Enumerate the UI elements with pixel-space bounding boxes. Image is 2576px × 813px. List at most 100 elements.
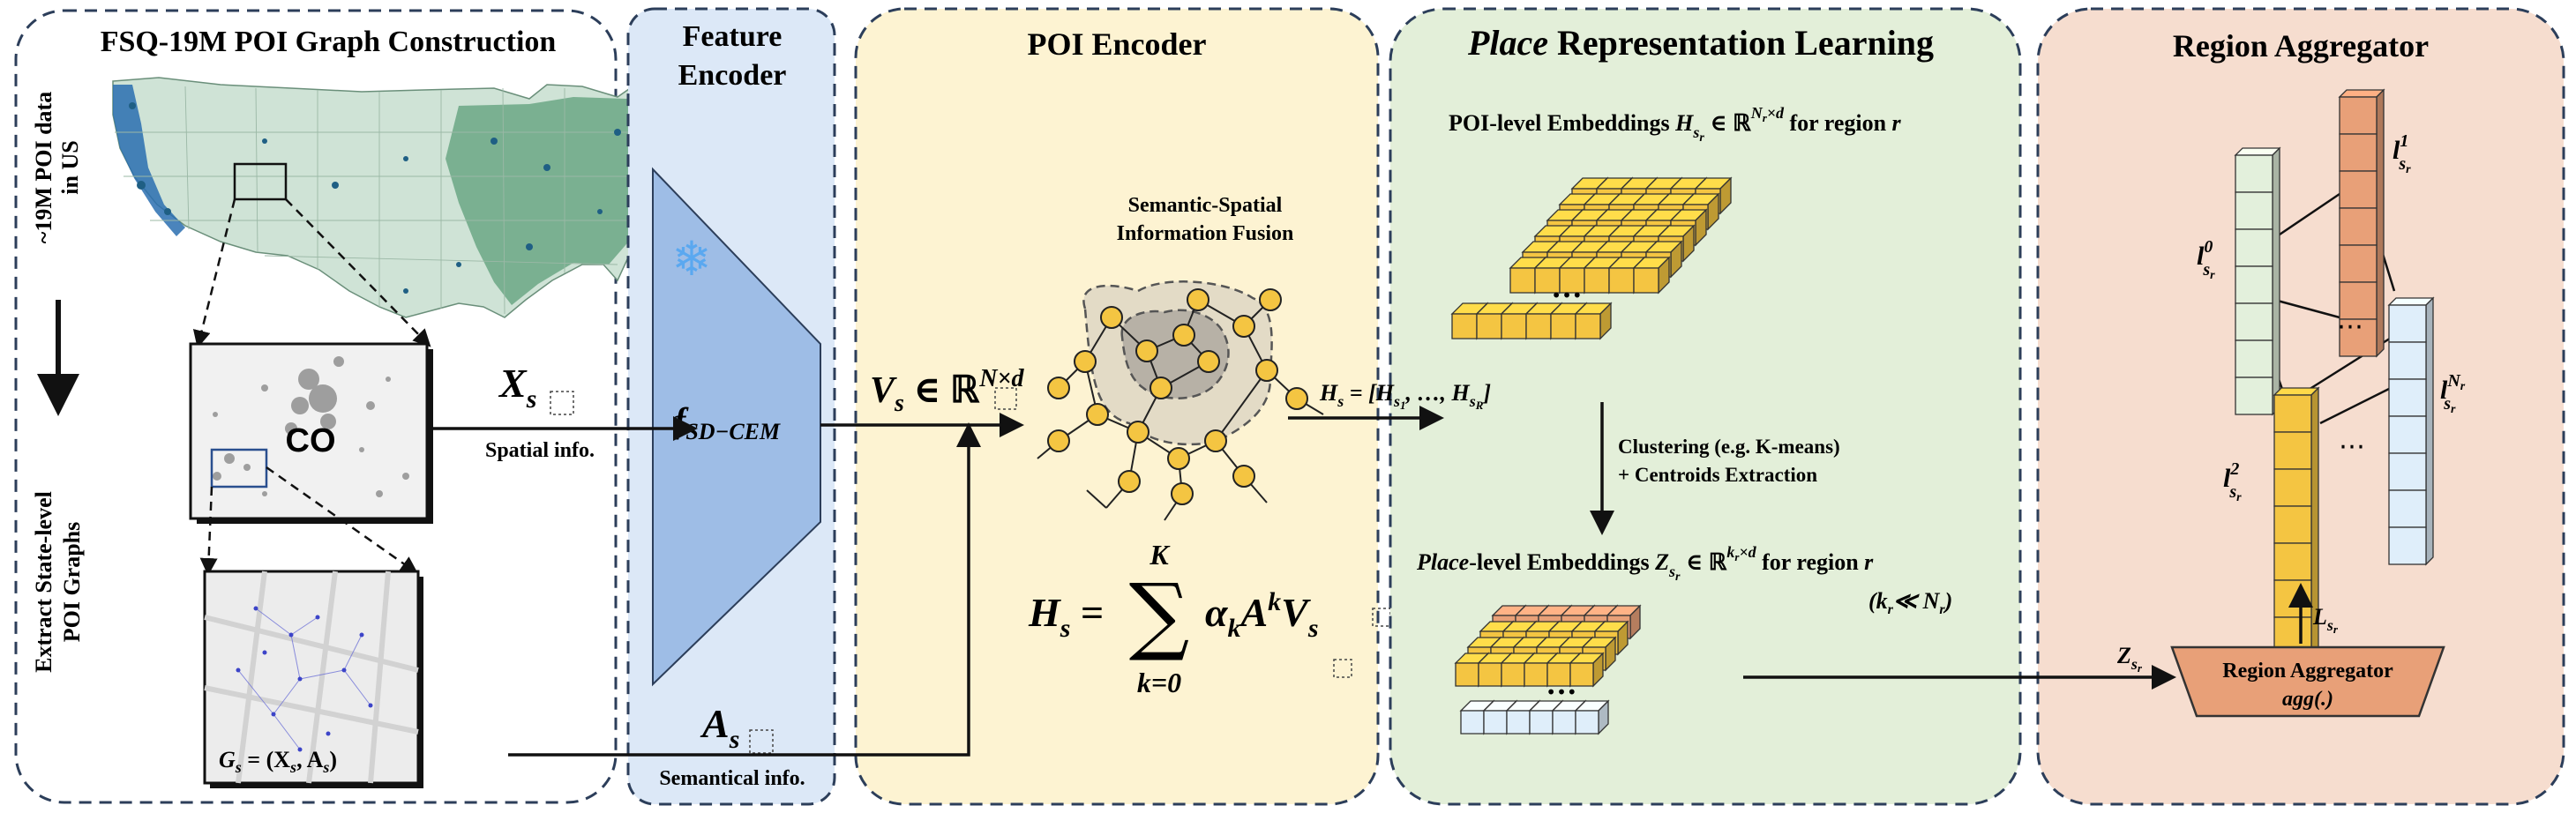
vector-lN-cell-3 [2388, 415, 2427, 454]
poi-stack-dots: ••• [1551, 285, 1582, 306]
vector-l0-cell-5 [2235, 339, 2273, 378]
panel-place-learning: Place Representation Learning POI-level … [1319, 7, 2022, 806]
k-much-less-n: (kr≪ Nr) [1868, 588, 1952, 617]
vector-l0 [2234, 146, 2281, 416]
l-s2-label: l2 sr [2223, 459, 2242, 504]
v-s-placeholder-box [994, 387, 1017, 410]
vector-l1-cell-5 [2339, 281, 2378, 320]
place-layer-3-cube-1-front [1478, 662, 1502, 687]
vector-lN-side [2425, 296, 2434, 566]
place-front-row [1459, 699, 1610, 735]
place-level-embeddings-label: Place-level Embeddings Zsr ∈ ℝkr×d for r… [1416, 543, 1874, 584]
vector-lN-cell-2 [2388, 378, 2427, 417]
feature-encoder-title-line1: Feature [683, 20, 783, 53]
clustering-label-line2: + Centroids Extraction [1618, 464, 1817, 486]
vector-l0-cell-4 [2235, 302, 2273, 341]
vector-l0-cell-2 [2235, 228, 2273, 267]
h-s-placeholder-box-2 [1333, 659, 1352, 678]
vector-l2-cell-4 [2273, 542, 2312, 581]
city-streets [204, 571, 419, 784]
panel-graph-construction: FSQ-19M POI Graph Construction [14, 9, 717, 804]
sum-bottom: k=0 [1137, 667, 1181, 698]
poi-layer-5-cube-0-front [1509, 267, 1536, 294]
poi-front-cube-4-front [1550, 313, 1576, 339]
poi-front-cube-0-front [1451, 313, 1478, 339]
place-front-cube-2-front [1506, 710, 1531, 735]
city-graph-edges [237, 608, 371, 750]
vector-l0-side [2272, 146, 2280, 416]
fusion-graph [1037, 280, 1324, 521]
place-embedding-stack [1454, 604, 1642, 735]
place-layer-3-cube-0-front [1455, 662, 1479, 687]
us-map-west-coast [113, 85, 185, 236]
place-layer-3-cube-5-front [1569, 662, 1594, 687]
vector-l0-cell-6 [2235, 377, 2273, 415]
panel-feature-encoder: Feature Encoder ❄ fSD−CEM [626, 7, 836, 806]
vector-l1-cell-2 [2339, 170, 2378, 209]
xs-placeholder-box [550, 391, 574, 415]
vector-l1 [2338, 88, 2385, 358]
us-map-cities [129, 102, 656, 294]
h-s-lhs: Hs = [1028, 590, 1104, 643]
vector-l1-side [2376, 88, 2385, 358]
vector-lN-cell-5 [2388, 489, 2427, 528]
poi-layer-5-cube-5-front [1633, 267, 1659, 294]
zoom-line-right [285, 198, 431, 347]
place-front-cube-0-front [1460, 710, 1485, 735]
city-poi-graph: Gs = (Xs, As) [203, 570, 423, 788]
region-aggregator-box [2170, 645, 2445, 718]
vertical-label-poi-data-line1: ~19M POI data [31, 92, 56, 243]
region-aggregator-box-line1: Region Aggregator [2222, 660, 2393, 682]
poi-encoder-title: POI Encoder [1028, 26, 1207, 62]
vector-lN-cell-4 [2388, 452, 2427, 491]
semantical-info-caption: Semantical info. [659, 767, 805, 790]
colorado-poi-dots [213, 356, 409, 497]
l-output-label: Lsr [2312, 604, 2339, 636]
xs-label: Xs [498, 361, 536, 414]
place-learning-title: Place Representation Learning [1467, 23, 1934, 63]
vector-l2-cell-5 [2273, 579, 2312, 618]
aggregator-vectors [2234, 88, 2435, 656]
place-front-cube-1-front [1483, 710, 1508, 735]
poi-front-cube-3-front [1525, 313, 1552, 339]
colorado-highlight-box [233, 162, 288, 201]
vector-l0-cell-1 [2235, 191, 2273, 230]
vertical-label-extract-line1: Extract State-level [31, 491, 56, 673]
poi-layer-5 [1509, 256, 1671, 295]
vector-l2-cell-2 [2273, 468, 2312, 507]
place-layer-3-cube-2-front [1501, 662, 1525, 687]
place-front-cube-3-front [1529, 710, 1554, 735]
vector-l2-cell-0 [2273, 394, 2312, 433]
fusion-nodes [1047, 288, 1308, 505]
panel-poi-encoder: POI Encoder Semantic-Spatial Information… [854, 7, 1391, 806]
vector-l1-cell-0 [2339, 96, 2378, 135]
poi-front-cube-5-front [1575, 313, 1601, 339]
vector-l1-cell-4 [2339, 244, 2378, 283]
hs-list-formula: Hs = [Hs1, …, HsR] [1319, 380, 1491, 412]
us-map-state-lines [115, 86, 697, 315]
feature-encoder-title-line2: Encoder [678, 59, 787, 92]
as-arrow [508, 422, 981, 757]
vertical-label-extract-line2: POI Graphs [59, 522, 85, 643]
vector-l0-cell-0 [2235, 154, 2273, 193]
vector-l1-cell-1 [2339, 133, 2378, 172]
vector-l2-cell-3 [2273, 505, 2312, 544]
vector-l0-cell-3 [2235, 265, 2273, 304]
l-sN-label: lNr sr [2440, 371, 2466, 416]
vector-lN [2387, 296, 2435, 566]
l-s0-label: l0 sr [2197, 237, 2215, 282]
aggregator-dots-2: ⋯ [2339, 431, 2365, 462]
spatial-info-caption: Spatial info. [485, 439, 595, 462]
place-layer-3 [1454, 652, 1605, 688]
place-front-cube-4-front [1552, 710, 1576, 735]
h-s-rhs: αkAkVs [1205, 587, 1319, 643]
sum-top: K [1149, 539, 1171, 571]
fusion-label-line2: Information Fusion [1117, 222, 1294, 245]
graph-label: Gs = (Xs, As) [219, 747, 337, 776]
encoder-trapezoid [652, 167, 821, 687]
aggregator-dots-1: ⋯ [2337, 311, 2363, 342]
poi-front-cube-1-front [1476, 313, 1502, 339]
vertical-label-poi-data-line2: in US [57, 140, 83, 194]
colorado-state-label: CO [286, 422, 336, 459]
